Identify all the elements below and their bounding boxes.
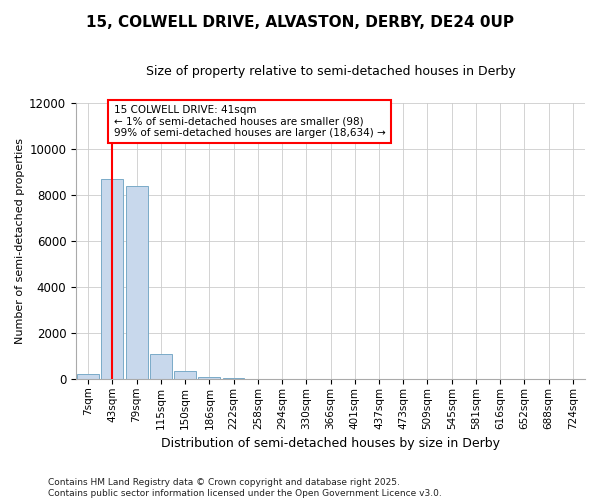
Y-axis label: Number of semi-detached properties: Number of semi-detached properties xyxy=(15,138,25,344)
Bar xyxy=(77,374,99,379)
Text: Contains HM Land Registry data © Crown copyright and database right 2025.
Contai: Contains HM Land Registry data © Crown c… xyxy=(48,478,442,498)
Text: 15 COLWELL DRIVE: 41sqm
← 1% of semi-detached houses are smaller (98)
99% of sem: 15 COLWELL DRIVE: 41sqm ← 1% of semi-det… xyxy=(113,105,385,138)
Title: Size of property relative to semi-detached houses in Derby: Size of property relative to semi-detach… xyxy=(146,65,515,78)
Bar xyxy=(126,186,148,379)
Bar xyxy=(223,378,244,379)
Bar xyxy=(174,371,196,379)
Bar xyxy=(150,354,172,379)
Bar xyxy=(101,178,123,379)
Text: 15, COLWELL DRIVE, ALVASTON, DERBY, DE24 0UP: 15, COLWELL DRIVE, ALVASTON, DERBY, DE24… xyxy=(86,15,514,30)
Bar xyxy=(199,377,220,379)
X-axis label: Distribution of semi-detached houses by size in Derby: Distribution of semi-detached houses by … xyxy=(161,437,500,450)
